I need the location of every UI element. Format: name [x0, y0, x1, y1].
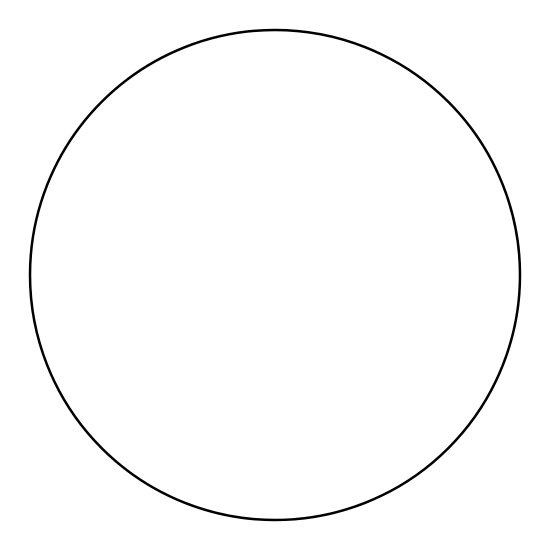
reticle-diagram: 21012345678910PYSER-SGI LTD1234567823468…: [0, 0, 550, 550]
ruler-label: 10: [151, 499, 165, 513]
outer-circle: [30, 30, 520, 520]
